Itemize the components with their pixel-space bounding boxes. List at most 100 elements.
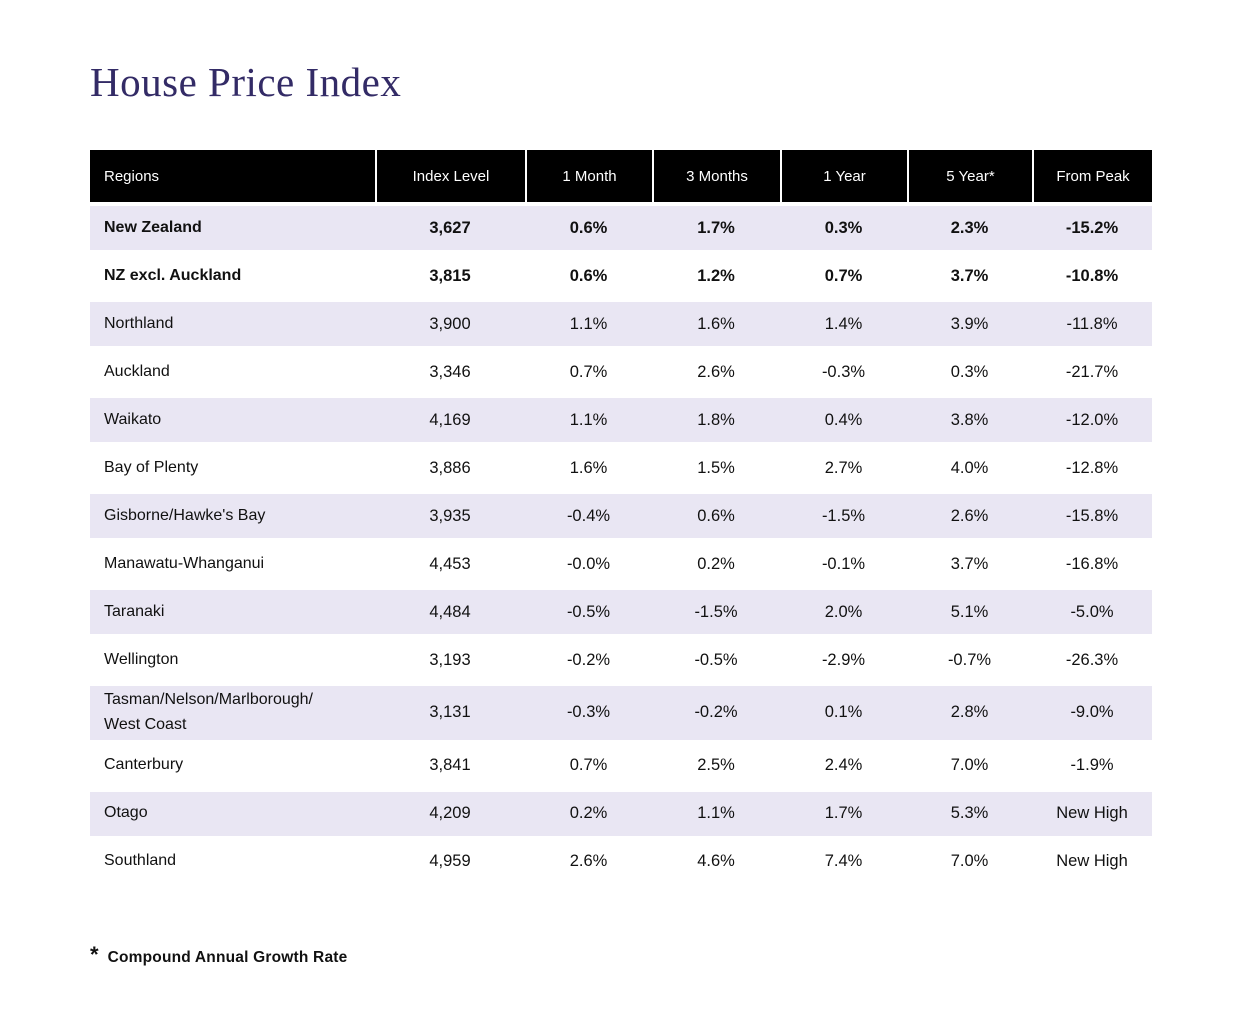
region-cell: New Zealand — [90, 206, 375, 250]
table-row: Southland 4,959 2.6% 4.6% 7.4% 7.0% New High — [90, 839, 1152, 884]
value-cell: 2.8% — [907, 686, 1032, 740]
table-row: New Zealand 3,627 0.6% 1.7% 0.3% 2.3% -15.2% — [90, 206, 1152, 250]
value-cell: 0.4% — [780, 398, 907, 442]
value-cell: -0.3% — [525, 686, 652, 740]
value-cell: -5.0% — [1032, 590, 1152, 634]
value-cell: 2.6% — [907, 494, 1032, 538]
region-cell: Tasman/Nelson/Marlborough/ West Coast — [90, 686, 375, 740]
value-cell: 0.2% — [525, 791, 652, 836]
value-cell: 4,453 — [375, 542, 525, 586]
column-header-from-peak: From Peak — [1032, 150, 1152, 202]
table-row: Wellington 3,193 -0.2% -0.5% -2.9% -0.7% -26.3… — [90, 638, 1152, 682]
value-cell: 1.1% — [652, 791, 780, 836]
table-body: New Zealand 3,627 0.6% 1.7% 0.3% 2.3% -15.2% NZ… — [90, 206, 1152, 884]
value-cell: 0.7% — [525, 743, 652, 788]
table-row: Manawatu-Whanganui 4,453 -0.0% 0.2% -0.1% 3.7… — [90, 542, 1152, 586]
value-cell: 1.7% — [780, 791, 907, 836]
value-cell: 1.1% — [525, 398, 652, 442]
column-header-1-year: 1 Year — [780, 150, 907, 202]
value-cell: 4.6% — [652, 839, 780, 884]
value-cell: -1.5% — [780, 494, 907, 538]
table-row: Auckland 3,346 0.7% 2.6% -0.3% 0.3% -21.7% — [90, 350, 1152, 394]
value-cell: -0.1% — [780, 542, 907, 586]
region-cell: Northland — [90, 302, 375, 346]
value-cell: -26.3% — [1032, 638, 1152, 682]
value-cell: 2.4% — [780, 743, 907, 788]
region-cell: Otago — [90, 791, 375, 836]
value-cell: 7.4% — [780, 839, 907, 884]
region-cell: Taranaki — [90, 590, 375, 634]
value-cell: 1.6% — [652, 302, 780, 346]
value-cell: 1.2% — [652, 254, 780, 298]
table-row: Otago 4,209 0.2% 1.1% 1.7% 5.3% New High — [90, 791, 1152, 836]
value-cell: 0.1% — [780, 686, 907, 740]
value-cell: -0.5% — [652, 638, 780, 682]
value-cell: 2.5% — [652, 743, 780, 788]
value-cell: 0.6% — [525, 254, 652, 298]
value-cell: 0.3% — [780, 206, 907, 250]
value-cell: 4,959 — [375, 839, 525, 884]
value-cell: -12.0% — [1032, 398, 1152, 442]
value-cell: 3,131 — [375, 686, 525, 740]
value-cell: 0.6% — [525, 206, 652, 250]
value-cell: -0.2% — [652, 686, 780, 740]
value-cell: 2.7% — [780, 446, 907, 490]
footnote-asterisk: * — [90, 941, 99, 967]
value-cell: 2.3% — [907, 206, 1032, 250]
value-cell: 1.1% — [525, 302, 652, 346]
value-cell: 3.8% — [907, 398, 1032, 442]
value-cell: 1.6% — [525, 446, 652, 490]
table-row: NZ excl. Auckland 3,815 0.6% 1.2% 0.7% 3.7% -1… — [90, 254, 1152, 298]
value-cell: -10.8% — [1032, 254, 1152, 298]
value-cell: 4,169 — [375, 398, 525, 442]
value-cell: -1.5% — [652, 590, 780, 634]
value-cell: -11.8% — [1032, 302, 1152, 346]
value-cell: -0.0% — [525, 542, 652, 586]
value-cell: 3,841 — [375, 743, 525, 788]
table-row: Gisborne/Hawke's Bay 3,935 -0.4% 0.6% -1.5% 2… — [90, 494, 1152, 538]
table-row: Bay of Plenty 3,886 1.6% 1.5% 2.7% 4.0% -12.8% — [90, 446, 1152, 490]
value-cell: -0.3% — [780, 350, 907, 394]
column-header-regions: Regions — [90, 150, 375, 202]
value-cell: -15.8% — [1032, 494, 1152, 538]
value-cell: 3,886 — [375, 446, 525, 490]
value-cell: -0.4% — [525, 494, 652, 538]
value-cell: 3.7% — [907, 254, 1032, 298]
region-cell: NZ excl. Auckland — [90, 254, 375, 298]
value-cell: New High — [1032, 791, 1152, 836]
value-cell: 1.7% — [652, 206, 780, 250]
table-header-row: Regions Index Level 1 Month 3 Months 1 Y… — [90, 150, 1152, 202]
page-title: House Price Index — [90, 59, 402, 105]
footnote: * Compound Annual Growth Rate — [90, 942, 1152, 968]
value-cell: -12.8% — [1032, 446, 1152, 490]
value-cell: 4.0% — [907, 446, 1032, 490]
footnote-text: Compound Annual Growth Rate — [107, 948, 348, 966]
value-cell: -1.9% — [1032, 743, 1152, 788]
value-cell: 5.3% — [907, 791, 1032, 836]
value-cell: 7.0% — [907, 839, 1032, 884]
value-cell: 3,935 — [375, 494, 525, 538]
value-cell: 1.8% — [652, 398, 780, 442]
region-cell: Auckland — [90, 350, 375, 394]
value-cell: 1.4% — [780, 302, 907, 346]
value-cell: 3,627 — [375, 206, 525, 250]
table-row: Tasman/Nelson/Marlborough/ West Coast 3,1… — [90, 686, 1152, 740]
value-cell: 3.9% — [907, 302, 1032, 346]
value-cell: -9.0% — [1032, 686, 1152, 740]
value-cell: 2.0% — [780, 590, 907, 634]
value-cell: 7.0% — [907, 743, 1032, 788]
value-cell: 3,815 — [375, 254, 525, 298]
region-cell: Wellington — [90, 638, 375, 682]
value-cell: 0.7% — [525, 350, 652, 394]
region-cell: Southland — [90, 839, 375, 884]
table-row: Waikato 4,169 1.1% 1.8% 0.4% 3.8% -12.0% — [90, 398, 1152, 442]
region-cell: Bay of Plenty — [90, 446, 375, 490]
column-header-5-year: 5 Year* — [907, 150, 1032, 202]
region-cell: Gisborne/Hawke's Bay — [90, 494, 375, 538]
region-cell: Manawatu-Whanganui — [90, 542, 375, 586]
value-cell: 2.6% — [652, 350, 780, 394]
value-cell: 3.7% — [907, 542, 1032, 586]
value-cell: New High — [1032, 839, 1152, 884]
value-cell: 3,193 — [375, 638, 525, 682]
table-row: Canterbury 3,841 0.7% 2.5% 2.4% 7.0% -1.9% — [90, 743, 1152, 788]
